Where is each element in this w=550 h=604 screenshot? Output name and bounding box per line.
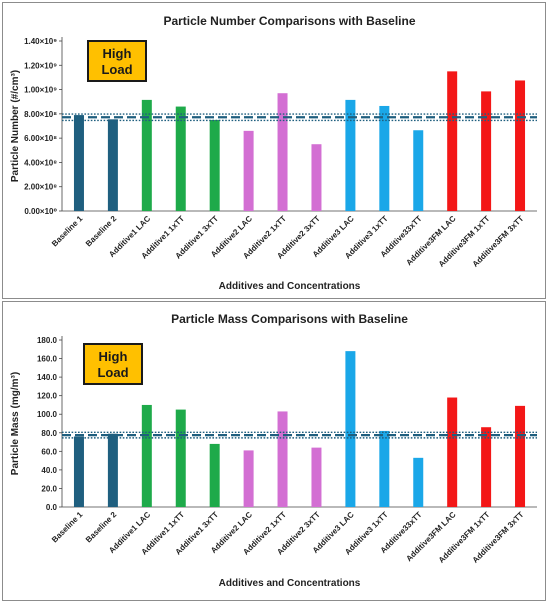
bar-additive3-1xtt [379, 105, 390, 211]
x-axis-title: Additives and Concentrations [219, 578, 361, 589]
particle-mass-panel: Particle Mass Comparisons with Baseline P… [2, 301, 546, 601]
bar-additive3-1xtt [379, 430, 390, 507]
y-tick-label: 160.0 [37, 355, 58, 364]
high-load-badge [87, 40, 147, 82]
y-tick-label: 140.0 [37, 373, 58, 382]
x-axis-title: Additives and Concentrations [219, 281, 361, 292]
bar-additive2-lac [243, 450, 254, 507]
y-tick-label: 1.20×10⁹ [24, 61, 57, 70]
y-tick-label: 1.40×10⁹ [24, 37, 57, 46]
bar-additive1-lac [141, 99, 152, 211]
y-tick-label: 6.00×10⁸ [24, 134, 57, 143]
y-tick-label: 180.0 [37, 336, 58, 345]
particle-number-chart: Particle Number Comparisons with Baselin… [10, 14, 537, 292]
particle-mass-chart: Particle Mass Comparisons with Baseline P… [10, 312, 537, 589]
x-category-label: Baseline 2 [84, 214, 119, 249]
y-tick-label: 4.00×10⁸ [24, 158, 57, 167]
chart-title: Particle Mass Comparisons with Baseline [171, 312, 408, 326]
badge-line-2: Load [101, 62, 132, 77]
y-tick-label: 1.00×10⁹ [24, 86, 57, 95]
bar-additive3fm-lac [447, 71, 458, 211]
bar-additive2-3xtt [311, 144, 322, 211]
bar-baseline-2 [107, 433, 118, 507]
y-tick-label: 2.00×10⁸ [24, 183, 57, 192]
bar-baseline-1 [73, 436, 84, 507]
bar-additive3fm-3xtt [515, 405, 526, 507]
bar-baseline-1 [73, 115, 84, 211]
x-category-label: Baseline 1 [50, 510, 85, 545]
particle-number-panel: Particle Number Comparisons with Baselin… [2, 2, 546, 299]
bar-baseline-2 [107, 119, 118, 211]
y-tick-label: 0.0 [46, 503, 58, 512]
badge-line-1: High [99, 349, 128, 364]
bar-additive33xtt [413, 130, 424, 211]
bar-additive3-lac [345, 351, 356, 507]
x-category-label: Baseline 2 [84, 510, 119, 545]
bar-additive3fm-lac [447, 397, 458, 507]
bar-additive3fm-1xtt [481, 427, 492, 507]
badge-line-1: High [103, 46, 132, 61]
chart-title: Particle Number Comparisons with Baselin… [163, 14, 415, 28]
y-tick-label: 40.0 [41, 466, 57, 475]
bar-additive3-lac [345, 99, 356, 211]
y-tick-label: 0.00×10⁰ [24, 207, 57, 216]
bar-additive1-lac [141, 404, 152, 507]
bar-additive33xtt [413, 457, 424, 507]
bar-additive3fm-1xtt [481, 91, 492, 211]
y-axis-title: Particle Number (#/cm³) [10, 70, 21, 182]
bar-additive1-3xtt [209, 119, 220, 211]
y-tick-label: 20.0 [41, 484, 57, 493]
bar-additive1-1xtt [175, 106, 186, 211]
x-category-label: Baseline 1 [50, 214, 85, 249]
y-tick-label: 60.0 [41, 447, 57, 456]
bar-additive2-1xtt [277, 93, 288, 211]
bar-additive1-3xtt [209, 443, 220, 507]
bar-additive3fm-3xtt [515, 80, 526, 211]
y-tick-label: 8.00×10⁸ [24, 110, 57, 119]
bar-additive1-1xtt [175, 409, 186, 507]
y-tick-label: 120.0 [37, 392, 58, 401]
high-load-badge [83, 343, 143, 385]
bar-additive2-1xtt [277, 411, 288, 507]
y-tick-label: 80.0 [41, 429, 57, 438]
bar-additive2-lac [243, 130, 254, 211]
bar-additive2-3xtt [311, 447, 322, 507]
y-axis-title: Particle Mass (mg/m³) [10, 372, 21, 475]
y-tick-label: 100.0 [37, 410, 58, 419]
badge-line-2: Load [97, 365, 128, 380]
